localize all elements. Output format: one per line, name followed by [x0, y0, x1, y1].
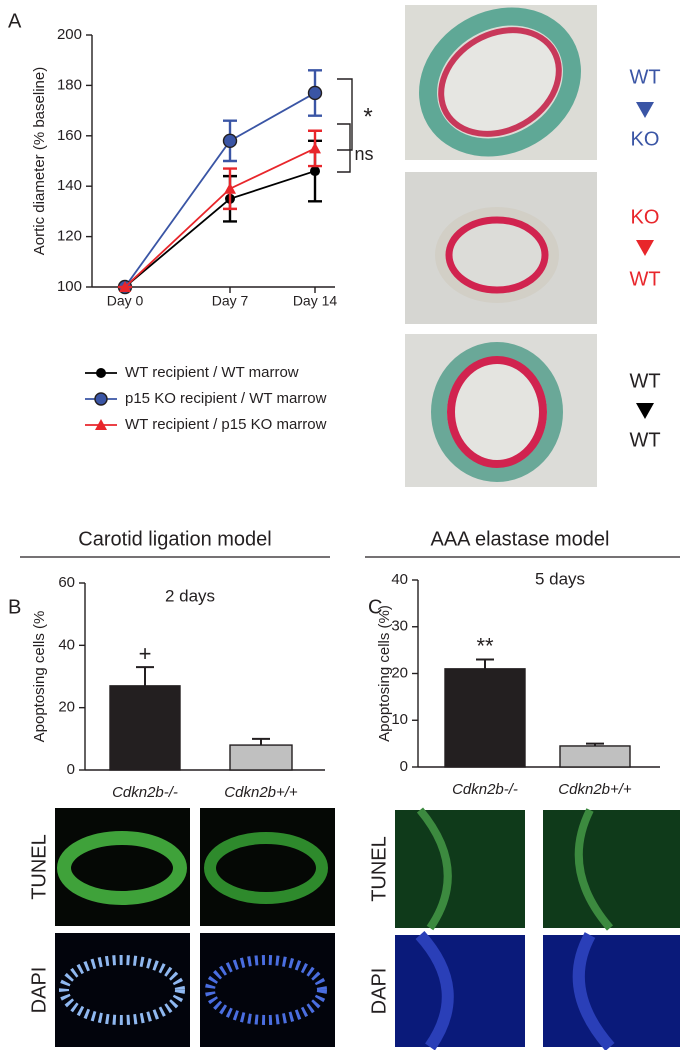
- x-tick-label: Cdkn2b-/-: [112, 784, 178, 801]
- y-tick-label: 30: [391, 618, 408, 635]
- micrograph-a2: [405, 172, 597, 324]
- image-label: KO: [631, 128, 660, 150]
- bar: [229, 744, 293, 771]
- x-tick-label: Cdkn2b-/-: [452, 781, 518, 798]
- error-bar: [252, 737, 270, 746]
- chart-title: 2 days: [165, 586, 215, 605]
- marker: [307, 85, 323, 101]
- marker: [310, 166, 320, 177]
- image-label: WT: [629, 429, 660, 451]
- panel-label: B: [8, 596, 21, 618]
- y-tick-label: 180: [57, 76, 82, 93]
- marker: [119, 281, 131, 292]
- legend-marker: [95, 419, 107, 430]
- image-label: KO: [631, 206, 660, 228]
- image-label: WT: [629, 268, 660, 290]
- marker: [224, 182, 236, 194]
- image-label: WT: [629, 370, 660, 392]
- y-tick-label: 140: [57, 177, 82, 194]
- image-label: TUNEL: [28, 834, 50, 900]
- micrograph-b: [55, 808, 335, 1047]
- image-label: DAPI: [28, 967, 50, 1014]
- micrograph-c: [395, 807, 680, 1050]
- x-tick-label: Day 14: [293, 293, 338, 309]
- marker: [222, 133, 238, 149]
- annotation: +: [139, 641, 152, 666]
- chart-title: 5 days: [535, 569, 585, 588]
- image-label: WT: [629, 66, 660, 88]
- series-line: [124, 92, 316, 288]
- legend-label: p15 KO recipient / WT marrow: [125, 390, 327, 407]
- y-tick-label: 160: [57, 127, 82, 144]
- arrow: [636, 403, 654, 419]
- y-tick-label: 100: [57, 278, 82, 295]
- x-tick-label: Day 0: [107, 293, 144, 309]
- legend-marker: [96, 368, 106, 378]
- annotation: **: [476, 633, 494, 658]
- marker: [309, 142, 321, 154]
- x-tick-label: Day 7: [212, 293, 249, 309]
- arrow: [636, 240, 654, 256]
- panel-label: A: [8, 10, 22, 32]
- y-tick-label: 120: [57, 228, 82, 245]
- image-label: DAPI: [368, 968, 390, 1015]
- arrow: [636, 102, 654, 118]
- annotation: ns: [354, 144, 373, 164]
- bar: [559, 745, 631, 768]
- bar: [109, 685, 181, 771]
- y-tick-label: 40: [391, 571, 408, 588]
- y-tick-label: 200: [57, 26, 82, 43]
- series-line: [124, 147, 316, 288]
- y-tick-label: 0: [400, 758, 408, 775]
- bracket: [337, 78, 353, 173]
- y-axis-label: Aortic diameter (% baseline): [31, 67, 48, 255]
- y-tick-label: 40: [58, 636, 75, 653]
- x-tick-label: Cdkn2b+/+: [224, 784, 298, 801]
- legend-label: WT recipient / p15 KO marrow: [125, 416, 327, 433]
- legend-marker: [94, 392, 108, 406]
- section-title: AAA elastase model: [431, 528, 610, 550]
- y-tick-label: 20: [391, 664, 408, 681]
- section-title: Carotid ligation model: [78, 528, 271, 550]
- x-tick-label: Cdkn2b+/+: [558, 781, 632, 798]
- y-axis-label: Apoptosing cells (%: [31, 611, 48, 743]
- legend-label: WT recipient / WT marrow: [125, 364, 299, 381]
- panel-label: C: [368, 596, 382, 618]
- annotation: *: [363, 103, 372, 130]
- series-line: [124, 170, 316, 288]
- y-tick-label: 60: [58, 574, 75, 591]
- y-tick-label: 10: [391, 711, 408, 728]
- y-tick-label: 0: [67, 761, 75, 778]
- image-label: TUNEL: [368, 836, 390, 902]
- error-bar: [476, 658, 494, 669]
- y-axis-label: Apoptosing cells (%): [376, 605, 393, 742]
- micrograph-a3: [405, 334, 597, 487]
- bar: [444, 668, 526, 768]
- micrograph-a1: [405, 5, 597, 160]
- y-tick-label: 20: [58, 699, 75, 716]
- error-bar: [136, 666, 154, 686]
